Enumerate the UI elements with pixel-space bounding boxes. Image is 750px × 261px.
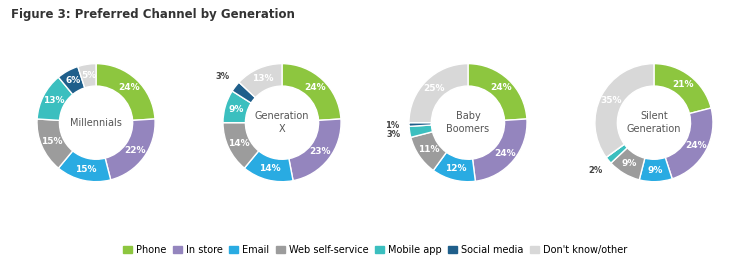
Wedge shape — [223, 91, 251, 123]
Text: 35%: 35% — [601, 97, 622, 105]
Wedge shape — [409, 64, 468, 123]
Text: 15%: 15% — [41, 137, 63, 146]
Text: 9%: 9% — [648, 166, 663, 175]
Text: 1%: 1% — [386, 121, 400, 129]
Wedge shape — [78, 64, 96, 88]
Wedge shape — [611, 148, 645, 180]
Text: 21%: 21% — [673, 80, 694, 89]
Wedge shape — [239, 64, 282, 98]
Text: 3%: 3% — [215, 72, 229, 81]
Text: 12%: 12% — [446, 164, 466, 174]
Text: 24%: 24% — [490, 83, 512, 92]
Wedge shape — [244, 151, 293, 182]
Wedge shape — [58, 67, 85, 94]
Text: Generation
X: Generation X — [255, 111, 309, 134]
Legend: Phone, In store, Email, Web self-service, Mobile app, Social media, Don't know/o: Phone, In store, Email, Web self-service… — [119, 241, 631, 259]
Text: 13%: 13% — [252, 74, 274, 83]
Text: Silent
Generation: Silent Generation — [627, 111, 681, 134]
Text: 14%: 14% — [260, 164, 281, 174]
Wedge shape — [37, 119, 73, 168]
Wedge shape — [595, 64, 654, 157]
Wedge shape — [606, 144, 627, 163]
Text: 2%: 2% — [589, 166, 603, 175]
Circle shape — [617, 86, 691, 159]
Wedge shape — [654, 64, 711, 114]
Wedge shape — [105, 119, 155, 180]
Text: 25%: 25% — [424, 84, 445, 93]
Wedge shape — [411, 132, 446, 170]
Wedge shape — [409, 125, 433, 137]
Wedge shape — [606, 144, 624, 157]
Circle shape — [245, 86, 319, 159]
Wedge shape — [232, 82, 255, 103]
Text: 24%: 24% — [304, 83, 326, 92]
Text: 9%: 9% — [229, 105, 244, 114]
Wedge shape — [409, 123, 431, 126]
Text: 6%: 6% — [65, 76, 81, 85]
Text: 24%: 24% — [118, 83, 140, 92]
Text: Baby
Boomers: Baby Boomers — [446, 111, 490, 134]
Circle shape — [431, 86, 505, 159]
Wedge shape — [468, 64, 527, 120]
Text: 24%: 24% — [494, 149, 516, 158]
Text: 3%: 3% — [386, 130, 400, 139]
Text: 5%: 5% — [81, 71, 96, 80]
Wedge shape — [433, 152, 476, 182]
Text: 22%: 22% — [124, 146, 146, 155]
Text: 13%: 13% — [43, 97, 64, 105]
Text: 11%: 11% — [418, 145, 440, 154]
Wedge shape — [58, 151, 111, 182]
Wedge shape — [282, 64, 341, 120]
Text: Millennials: Millennials — [70, 118, 122, 128]
Wedge shape — [96, 64, 155, 120]
Text: 15%: 15% — [75, 165, 96, 174]
Text: 14%: 14% — [228, 139, 250, 147]
Wedge shape — [38, 77, 73, 120]
Text: Figure 3: Preferred Channel by Generation: Figure 3: Preferred Channel by Generatio… — [11, 8, 295, 21]
Text: 24%: 24% — [685, 141, 706, 150]
Text: 9%: 9% — [622, 159, 638, 168]
Wedge shape — [665, 108, 713, 179]
Text: 23%: 23% — [309, 147, 331, 157]
Wedge shape — [289, 119, 341, 181]
Wedge shape — [639, 157, 672, 182]
Circle shape — [59, 86, 133, 159]
Wedge shape — [472, 119, 527, 181]
Wedge shape — [223, 123, 259, 168]
